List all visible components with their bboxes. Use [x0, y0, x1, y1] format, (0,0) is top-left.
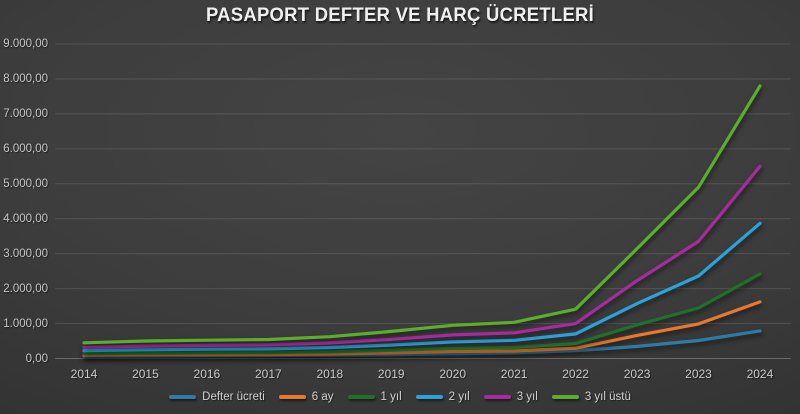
- legend-item-3-yıl: 3 yıl: [483, 391, 538, 403]
- y-axis-tick-label: 3.000,00: [3, 247, 48, 260]
- series-line-2-yıl: [82, 221, 762, 353]
- series-line-1-yıl: [82, 272, 762, 356]
- legend-line-marker: [169, 395, 197, 399]
- legend-item-3-yıl-üstü: 3 yıl üstü: [551, 391, 631, 403]
- y-axis-tick-label: 7.000,00: [3, 107, 48, 120]
- x-axis-tick-label: 2021: [500, 367, 528, 381]
- legend: Defter ücreti 6 ay 1 yıl 2 yıl 3 yıl 3 yıl üs…: [0, 388, 800, 406]
- y-axis-tick-label: 4.000,00: [3, 212, 48, 225]
- x-axis-tick-label: 2018: [316, 367, 344, 381]
- legend-line-marker: [415, 395, 443, 399]
- legend-line-marker: [278, 395, 306, 399]
- x-axis-tick-label: 2024: [746, 367, 774, 381]
- x-axis-tick-label: 2014: [70, 367, 98, 381]
- x-axis-tick-label: 2016: [193, 367, 221, 381]
- legend-label: 1 yıl: [380, 391, 402, 403]
- legend-label: 6 ay: [311, 391, 334, 403]
- legend-line-marker: [483, 395, 511, 399]
- legend-item-6-ay: 6 ay: [278, 391, 334, 403]
- chart-title: PASAPORT DEFTER VE HARÇ ÜCRETLERİ: [205, 5, 595, 26]
- y-axis-tick-label: 6.000,00: [3, 142, 48, 155]
- x-axis-tick-label: 2019: [377, 367, 405, 381]
- legend-label: 2 yıl: [448, 391, 470, 403]
- y-axis-tick-label: 0,00: [25, 352, 48, 365]
- y-axis-tick-label: 1.000,00: [3, 317, 48, 330]
- legend-item-2-yıl: 2 yıl: [415, 391, 470, 403]
- series-line-6-ay: [82, 300, 762, 357]
- x-axis-tick-label: 2022: [562, 367, 589, 381]
- y-axis-tick-label: 2.000,00: [3, 282, 48, 295]
- x-axis-tick-label: 2015: [132, 367, 159, 381]
- legend-line-marker: [551, 395, 579, 399]
- x-axis-tick-label: 2020: [439, 367, 467, 381]
- legend-label: 3 yıl üstü: [584, 391, 631, 403]
- y-axis-tick-label: 5.000,00: [3, 177, 48, 190]
- y-axis-tick-label: 8.000,00: [3, 72, 48, 85]
- legend-label: 3 yıl: [516, 391, 538, 403]
- x-axis-tick-label: 2023: [623, 367, 651, 381]
- y-axis-tick-label: 9.000,00: [3, 38, 48, 50]
- series-line-3-yıl: [82, 164, 762, 349]
- legend-item-defter-ücreti: Defter ücreti: [169, 391, 265, 403]
- legend-label: Defter ücreti: [202, 391, 265, 403]
- x-axis-tick-label: 2017: [254, 367, 282, 381]
- x-axis-tick-label: 2023: [685, 367, 712, 381]
- legend-line-marker: [347, 395, 375, 399]
- series-line-3-yıl-üstü: [82, 84, 762, 345]
- legend-item-1-yıl: 1 yıl: [347, 391, 402, 403]
